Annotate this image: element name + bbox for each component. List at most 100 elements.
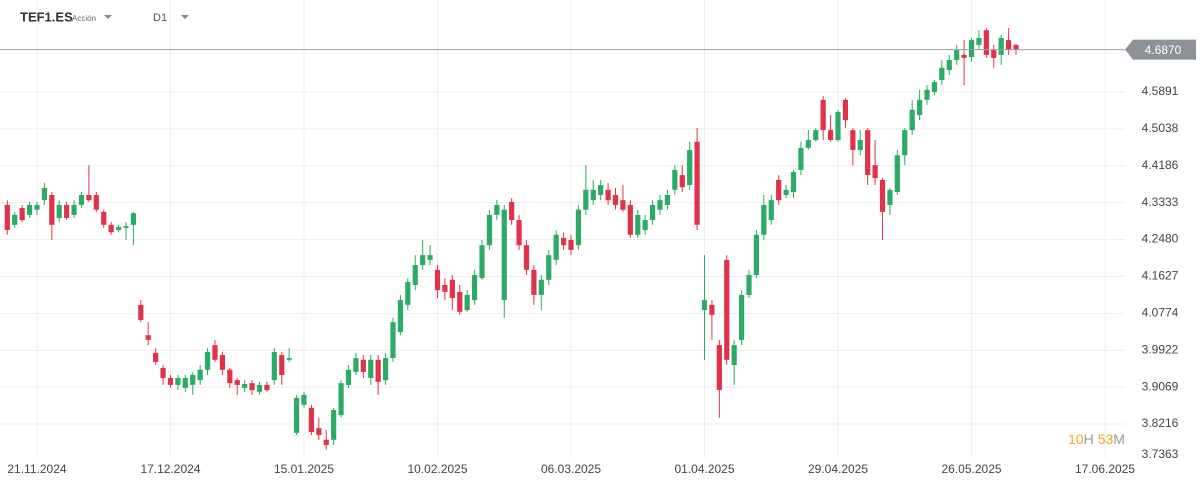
candle-body bbox=[612, 195, 619, 205]
candle-body bbox=[857, 140, 863, 151]
candle-body bbox=[434, 269, 441, 291]
candle-body bbox=[620, 200, 626, 210]
candle-body bbox=[657, 200, 663, 210]
candle-body bbox=[701, 300, 708, 311]
candle-body bbox=[879, 179, 886, 212]
candle-body bbox=[427, 255, 433, 260]
candle-body bbox=[4, 204, 10, 231]
candle-body bbox=[902, 130, 908, 156]
candle-body bbox=[783, 189, 789, 196]
candle-body bbox=[694, 141, 700, 225]
candle-body bbox=[41, 188, 47, 201]
candle-body bbox=[153, 352, 159, 362]
candle-body bbox=[316, 428, 322, 436]
candle-body bbox=[286, 358, 292, 360]
candle-body bbox=[397, 300, 404, 333]
y-tick-label: 4.0774 bbox=[1142, 306, 1179, 320]
candle-body bbox=[538, 279, 544, 295]
candle-body bbox=[34, 204, 40, 210]
x-tick-label: 29.04.2025 bbox=[808, 462, 868, 476]
y-tick-label: 4.3333 bbox=[1142, 195, 1179, 209]
candle-body bbox=[412, 265, 418, 285]
candle-body bbox=[227, 369, 233, 384]
candle-body bbox=[464, 294, 470, 311]
candle-body bbox=[805, 140, 811, 148]
candle-body bbox=[182, 377, 188, 388]
candle-body bbox=[26, 204, 33, 215]
candle-body bbox=[256, 384, 263, 392]
x-tick-label: 06.03.2025 bbox=[541, 462, 601, 476]
candle-body bbox=[687, 150, 693, 186]
dropdown-arrow[interactable] bbox=[181, 15, 189, 19]
countdown-hours-unit: H bbox=[1084, 431, 1094, 447]
candle-body bbox=[64, 204, 70, 218]
candle-body bbox=[998, 37, 1004, 55]
candle-body bbox=[1013, 44, 1019, 50]
countdown: 10H 53M bbox=[1068, 431, 1125, 447]
candle-body bbox=[479, 245, 485, 279]
countdown-hours: 10 bbox=[1068, 431, 1084, 447]
y-tick-label: 3.7363 bbox=[1142, 447, 1179, 461]
candle-body bbox=[575, 209, 582, 246]
dropdown-arrow[interactable] bbox=[104, 15, 112, 19]
candle-body bbox=[360, 359, 366, 372]
candle-body bbox=[820, 99, 826, 131]
candle-body bbox=[746, 275, 752, 295]
candle-body bbox=[145, 335, 151, 340]
price-tag-label: 4.6870 bbox=[1145, 43, 1182, 57]
candle-body bbox=[894, 155, 900, 192]
candle-body bbox=[382, 358, 389, 381]
candle-body bbox=[494, 204, 500, 215]
candle-body bbox=[798, 147, 804, 170]
candle-body bbox=[664, 195, 671, 205]
symbol[interactable]: TEF1.ES bbox=[20, 9, 73, 24]
candle-body bbox=[627, 204, 633, 235]
candle-body bbox=[672, 169, 678, 190]
candle-body bbox=[790, 172, 797, 192]
candle-body bbox=[716, 345, 722, 391]
candle-body bbox=[204, 352, 211, 370]
candle-body bbox=[212, 345, 218, 360]
candle-body bbox=[175, 377, 181, 385]
y-tick-label: 3.9069 bbox=[1142, 379, 1179, 393]
candle-body bbox=[301, 394, 307, 405]
candle-body bbox=[583, 189, 589, 210]
candle-body bbox=[308, 407, 315, 433]
candle-body bbox=[516, 220, 522, 246]
y-tick-label: 4.2480 bbox=[1142, 232, 1179, 246]
candle-body bbox=[338, 383, 344, 416]
candle-body bbox=[887, 189, 893, 205]
grid: 3.7363 3.8216 3.9069 3.9922 4.0774 4.1627 4.24… bbox=[0, 0, 1179, 476]
candle-body bbox=[909, 109, 915, 131]
candle-body bbox=[101, 211, 107, 225]
candle-body bbox=[19, 207, 25, 221]
candle-body bbox=[249, 383, 255, 391]
candle-body bbox=[471, 275, 478, 301]
candle-body bbox=[709, 304, 715, 315]
price-tag bbox=[1125, 39, 1196, 60]
candles bbox=[4, 28, 1019, 450]
candle-body bbox=[197, 369, 203, 381]
y-tick-label: 4.5038 bbox=[1142, 121, 1179, 135]
candle-body bbox=[842, 99, 849, 121]
candle-body bbox=[983, 30, 989, 55]
timeframe[interactable]: D1 bbox=[153, 12, 167, 24]
instrument-type: Acción bbox=[72, 14, 96, 23]
candle-body bbox=[865, 130, 871, 176]
candle-body bbox=[190, 374, 196, 385]
candle-body bbox=[642, 220, 648, 231]
candle-body bbox=[560, 237, 567, 246]
countdown-minutes: 53 bbox=[1098, 431, 1114, 447]
candle-body bbox=[961, 54, 967, 58]
x-tick-label: 10.02.2025 bbox=[407, 462, 467, 476]
candle-body bbox=[968, 40, 975, 58]
candle-body bbox=[509, 201, 515, 221]
candle-body bbox=[405, 281, 411, 305]
candle-body bbox=[738, 294, 745, 340]
candle-body bbox=[724, 259, 730, 360]
candle-body bbox=[115, 227, 122, 231]
countdown-minutes-unit: M bbox=[1113, 431, 1125, 447]
candle-body bbox=[531, 269, 537, 295]
candle-body bbox=[605, 189, 611, 201]
